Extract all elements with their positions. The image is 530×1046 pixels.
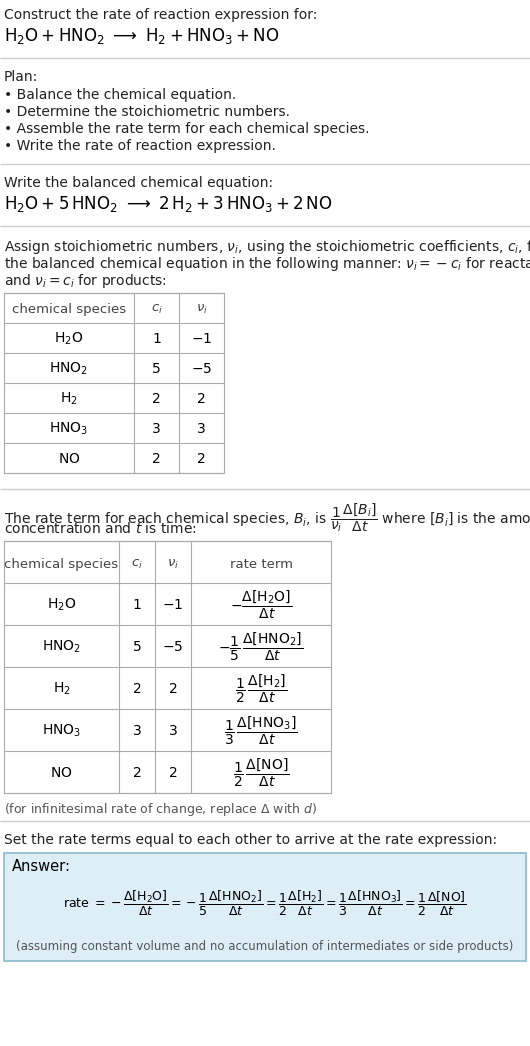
Text: 5: 5 (132, 640, 142, 654)
Text: 3: 3 (152, 422, 161, 435)
Text: $\mathrm{H_2O}$: $\mathrm{H_2O}$ (47, 596, 76, 613)
Text: Write the balanced chemical equation:: Write the balanced chemical equation: (4, 176, 273, 190)
Text: $-5$: $-5$ (162, 640, 183, 654)
Text: chemical species: chemical species (12, 303, 126, 316)
Text: 5: 5 (152, 362, 161, 376)
Text: 3: 3 (132, 724, 142, 737)
Text: 2: 2 (169, 766, 178, 780)
Text: 2: 2 (197, 391, 206, 406)
Text: $\mathrm{HNO_3}$: $\mathrm{HNO_3}$ (49, 420, 89, 437)
Text: $-\dfrac{1}{5}\,\dfrac{\Delta[\mathrm{HNO_2}]}{\Delta t}$: $-\dfrac{1}{5}\,\dfrac{\Delta[\mathrm{HN… (218, 631, 304, 663)
Text: 1: 1 (132, 598, 142, 612)
Bar (4, 852, 526, 961)
Text: 2: 2 (152, 452, 161, 465)
Text: $-5$: $-5$ (191, 362, 212, 376)
Text: $\mathrm{HNO_2}$: $\mathrm{HNO_2}$ (42, 639, 81, 655)
Text: Set the rate terms equal to each other to arrive at the rate expression:: Set the rate terms equal to each other t… (4, 833, 497, 847)
Text: rate $= -\dfrac{\Delta[\mathrm{H_2O}]}{\Delta t}= -\dfrac{1}{5}\dfrac{\Delta[\ma: rate $= -\dfrac{\Delta[\mathrm{H_2O}]}{\… (63, 889, 467, 918)
Text: Answer:: Answer: (12, 859, 71, 874)
Text: $\mathrm{H_2O + 5\,HNO_2 \ \longrightarrow \ 2\,H_2 + 3\,HNO_3 + 2\,NO}$: $\mathrm{H_2O + 5\,HNO_2 \ \longrightarr… (4, 194, 332, 214)
Text: 2: 2 (169, 682, 178, 696)
Text: $\dfrac{1}{2}\,\dfrac{\Delta[\mathrm{NO}]}{\Delta t}$: $\dfrac{1}{2}\,\dfrac{\Delta[\mathrm{NO}… (233, 756, 289, 789)
Text: $\mathrm{H_2O + HNO_2 \ \longrightarrow \ H_2 + HNO_3 + NO}$: $\mathrm{H_2O + HNO_2 \ \longrightarrow … (4, 26, 279, 46)
Text: chemical species: chemical species (4, 558, 119, 571)
Text: Construct the rate of reaction expression for:: Construct the rate of reaction expressio… (4, 8, 317, 22)
Text: • Balance the chemical equation.: • Balance the chemical equation. (4, 88, 236, 103)
Text: $\mathrm{H_2}$: $\mathrm{H_2}$ (52, 681, 70, 697)
Text: Assign stoichiometric numbers, $\nu_i$, using the stoichiometric coefficients, $: Assign stoichiometric numbers, $\nu_i$, … (4, 238, 530, 256)
Text: (for infinitesimal rate of change, replace $\Delta$ with $d$): (for infinitesimal rate of change, repla… (4, 801, 317, 818)
Text: the balanced chemical equation in the following manner: $\nu_i = -c_i$ for react: the balanced chemical equation in the fo… (4, 255, 530, 273)
Text: 3: 3 (169, 724, 178, 737)
Text: $\dfrac{1}{2}\,\dfrac{\Delta[\mathrm{H_2}]}{\Delta t}$: $\dfrac{1}{2}\,\dfrac{\Delta[\mathrm{H_2… (235, 673, 287, 705)
Text: $\mathrm{H_2}$: $\mathrm{H_2}$ (60, 390, 78, 407)
Text: rate term: rate term (229, 558, 293, 571)
Text: 2: 2 (152, 391, 161, 406)
Text: (assuming constant volume and no accumulation of intermediates or side products): (assuming constant volume and no accumul… (16, 940, 514, 953)
Text: $-1$: $-1$ (162, 598, 183, 612)
Bar (4, 293, 224, 473)
Text: concentration and $t$ is time:: concentration and $t$ is time: (4, 521, 197, 536)
Text: $\nu_i$: $\nu_i$ (167, 558, 179, 571)
Text: 2: 2 (197, 452, 206, 465)
Text: $c_i$: $c_i$ (151, 303, 162, 316)
Text: $-1$: $-1$ (191, 332, 212, 345)
Text: and $\nu_i = c_i$ for products:: and $\nu_i = c_i$ for products: (4, 272, 167, 290)
Text: $\mathrm{HNO_3}$: $\mathrm{HNO_3}$ (42, 723, 81, 740)
Text: $c_i$: $c_i$ (131, 558, 143, 571)
Text: 2: 2 (132, 766, 142, 780)
Text: 1: 1 (152, 332, 161, 345)
Text: $\nu_i$: $\nu_i$ (196, 303, 207, 316)
Text: Plan:: Plan: (4, 70, 38, 84)
Text: $-\dfrac{\Delta[\mathrm{H_2O}]}{\Delta t}$: $-\dfrac{\Delta[\mathrm{H_2O}]}{\Delta t… (230, 589, 292, 621)
Text: $\mathrm{NO}$: $\mathrm{NO}$ (58, 452, 80, 465)
Text: • Write the rate of reaction expression.: • Write the rate of reaction expression. (4, 139, 276, 153)
Text: $\mathrm{HNO_2}$: $\mathrm{HNO_2}$ (49, 361, 89, 377)
Text: 2: 2 (132, 682, 142, 696)
Text: $\mathrm{H_2O}$: $\mathrm{H_2O}$ (55, 331, 84, 347)
Text: $\dfrac{1}{3}\,\dfrac{\Delta[\mathrm{HNO_3}]}{\Delta t}$: $\dfrac{1}{3}\,\dfrac{\Delta[\mathrm{HNO… (224, 714, 298, 747)
Text: • Assemble the rate term for each chemical species.: • Assemble the rate term for each chemic… (4, 122, 369, 136)
Text: The rate term for each chemical species, $B_i$, is $\dfrac{1}{\nu_i}\dfrac{\Delt: The rate term for each chemical species,… (4, 501, 530, 533)
Text: 3: 3 (197, 422, 206, 435)
Bar (4, 541, 331, 793)
Text: $\mathrm{NO}$: $\mathrm{NO}$ (50, 766, 73, 780)
Text: • Determine the stoichiometric numbers.: • Determine the stoichiometric numbers. (4, 105, 290, 119)
